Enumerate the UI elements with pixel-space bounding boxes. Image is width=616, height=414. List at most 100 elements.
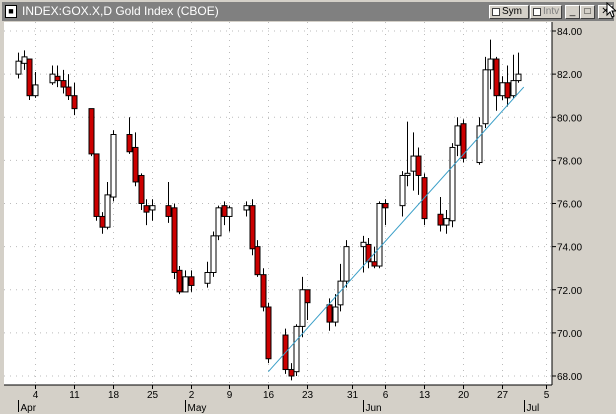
y-tick-label: 74.00 (557, 243, 582, 254)
candle-down (382, 203, 389, 209)
candle-up (487, 58, 494, 71)
candle-down (26, 58, 33, 97)
trendline-layer (267, 86, 525, 373)
candle-up (332, 306, 339, 323)
candle-down (460, 123, 467, 159)
mouse-cursor-icon (606, 2, 616, 18)
candle-down (171, 207, 178, 273)
candle-down (65, 86, 72, 97)
candle-up (149, 205, 156, 211)
candle-up (104, 194, 111, 228)
candle-up (49, 73, 56, 84)
x-tick-label: 2 (189, 390, 195, 401)
candles (15, 39, 522, 381)
candle-down (254, 246, 261, 276)
candle-up (443, 218, 450, 226)
candle-down (415, 155, 422, 176)
candle-down (326, 304, 333, 323)
candle-down (304, 289, 311, 304)
candle-up (404, 172, 411, 176)
x-tick-label: 5 (544, 390, 550, 401)
candle-down (176, 269, 183, 293)
candle-up (454, 125, 461, 146)
candle-up (299, 289, 306, 327)
candle-up (360, 241, 367, 248)
candle-down (371, 261, 378, 267)
trendline (267, 86, 525, 373)
x-tick-label: 4 (33, 390, 39, 401)
y-tick-label: 80.00 (557, 113, 582, 124)
x-month-label: Apr (21, 403, 37, 414)
plot-area (4, 22, 552, 385)
x-month-label: May (188, 403, 207, 414)
checkbox-icon (533, 8, 541, 16)
y-tick-label: 76.00 (557, 200, 582, 211)
window-system-icon[interactable]: ■ (5, 5, 17, 18)
y-tick-label: 84.00 (557, 27, 582, 38)
candle-down (249, 205, 256, 250)
x-tick-label: 20 (458, 390, 470, 401)
sym-link-button[interactable]: Sym (489, 5, 529, 19)
close-icon: ✕ (601, 6, 610, 17)
candle-down (188, 276, 195, 286)
candle-up (510, 80, 517, 97)
x-tick-label: 31 (347, 390, 359, 401)
title-bar[interactable]: ■ INDEX:GOX.X,D Gold Index (CBOE) Sym In… (2, 2, 614, 21)
x-tick-label: 13 (419, 390, 431, 401)
candle-up (337, 280, 344, 306)
candle-up (476, 125, 483, 164)
candle-down (493, 58, 500, 97)
intv-link-button[interactable]: Intv (530, 5, 562, 19)
x-tick-label: 9 (227, 390, 233, 401)
window-title: INDEX:GOX.X,D Gold Index (CBOE) (22, 4, 219, 18)
y-tick-label: 70.00 (557, 329, 582, 340)
candle-down (88, 108, 95, 155)
x-tick-label: 18 (108, 390, 120, 401)
candle-up (399, 174, 406, 207)
minimize-button[interactable]: _ (565, 5, 580, 19)
y-tick-label: 68.00 (557, 372, 582, 383)
candle-up (226, 207, 233, 217)
x-tick-label: 6 (383, 390, 389, 401)
x-tick-label: 27 (497, 390, 509, 401)
candle-up (499, 82, 506, 97)
x-month-label: Jun (366, 403, 382, 414)
maximize-button[interactable]: □ (580, 5, 595, 19)
x-axis-ticks: 4 11 18 25 2 9 16 23 31 6 13 20 27 5 Apr May Jun Jul (18, 385, 550, 414)
candle-up (243, 205, 250, 211)
candle-down (260, 274, 267, 308)
candle-up (204, 272, 211, 284)
candle-up (182, 276, 189, 293)
candle-up (343, 246, 350, 282)
candle-down (504, 82, 511, 99)
y-tick-label: 82.00 (557, 70, 582, 81)
candle-up (15, 60, 22, 75)
grid (4, 22, 552, 385)
candle-up (32, 84, 39, 97)
x-tick-label: 11 (69, 390, 80, 401)
candle-down (165, 205, 172, 217)
x-tick-label: 23 (302, 390, 314, 401)
candle-down (54, 75, 61, 82)
candle-down (99, 215, 106, 228)
candle-down (221, 205, 228, 217)
sym-label: Sym (502, 6, 522, 17)
candle-down (143, 205, 150, 213)
candle-down (138, 174, 145, 204)
candle-up (293, 325, 300, 373)
checkbox-icon (492, 8, 500, 16)
y-tick-label: 78.00 (557, 156, 582, 167)
x-tick-label: 16 (263, 390, 275, 401)
y-tick-label: 72.00 (557, 286, 582, 297)
candle-down (288, 369, 295, 377)
candle-down (365, 243, 372, 263)
candle-down (60, 80, 67, 88)
candle-down (93, 153, 100, 217)
candle-up (410, 155, 417, 172)
candle-up (215, 207, 222, 237)
candle-down (265, 306, 272, 360)
candle-up (482, 69, 489, 125)
maximize-icon: □ (584, 6, 591, 17)
candle-down (71, 95, 78, 110)
